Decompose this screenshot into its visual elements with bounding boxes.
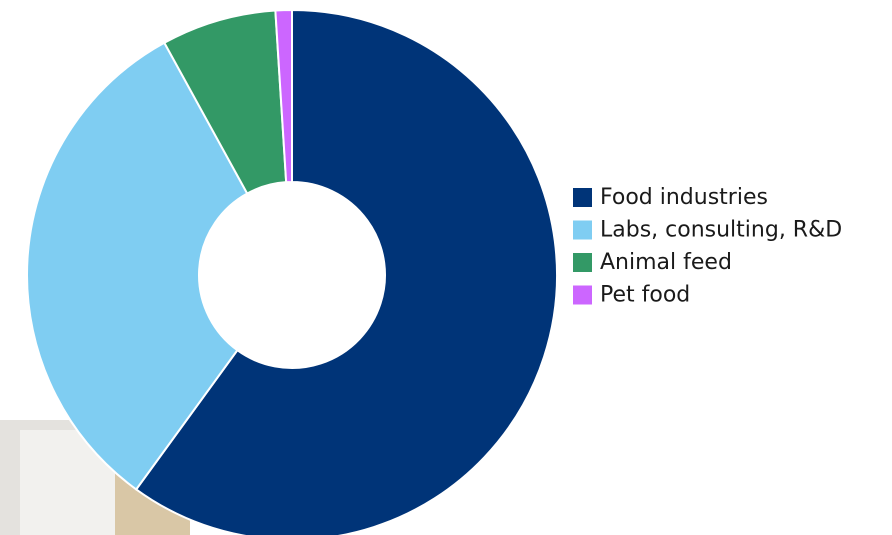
legend-swatch — [573, 253, 592, 272]
legend: Food industries Labs, consulting, R&D Anim… — [573, 185, 842, 308]
donut — [26, 8, 558, 535]
slice — [26, 41, 249, 491]
slice — [134, 8, 558, 535]
legend-label: Animal feed — [600, 250, 732, 275]
legend-label: Labs, consulting, R&D — [600, 218, 842, 243]
legend-swatch — [573, 285, 592, 305]
legend-label: Pet food — [600, 283, 690, 308]
legend-swatch — [573, 220, 592, 240]
legend-swatch — [573, 188, 592, 207]
legend-label: Food industries — [600, 185, 768, 210]
slice — [274, 8, 293, 184]
